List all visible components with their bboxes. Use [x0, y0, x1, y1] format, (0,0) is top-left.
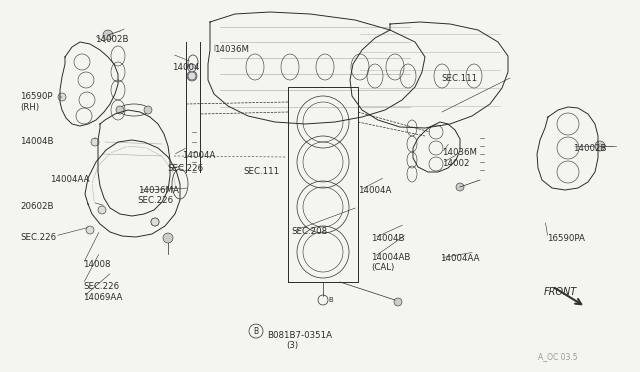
- Text: 20602B: 20602B: [20, 202, 54, 211]
- Text: SEC.111: SEC.111: [243, 167, 279, 176]
- Text: SEC.226: SEC.226: [83, 282, 119, 291]
- Circle shape: [58, 93, 66, 101]
- Text: B: B: [253, 327, 259, 336]
- Text: 16590PA: 16590PA: [547, 234, 585, 243]
- Text: SEC.226: SEC.226: [138, 196, 173, 205]
- Text: 16590P: 16590P: [20, 92, 53, 101]
- Text: FRONT: FRONT: [544, 287, 577, 297]
- Text: (3): (3): [287, 341, 299, 350]
- Text: 14069AA: 14069AA: [83, 293, 123, 302]
- Text: 14004: 14004: [172, 63, 199, 72]
- Text: 14002B: 14002B: [95, 35, 128, 44]
- Text: 14004A: 14004A: [358, 186, 392, 195]
- Text: 14036M: 14036M: [442, 148, 477, 157]
- Circle shape: [116, 106, 124, 114]
- Text: 14036M: 14036M: [214, 45, 250, 54]
- Text: 14004AA: 14004AA: [440, 254, 480, 263]
- Circle shape: [103, 30, 113, 40]
- Circle shape: [188, 72, 196, 80]
- Text: SEC.226: SEC.226: [20, 233, 56, 242]
- Circle shape: [163, 233, 173, 243]
- Text: 14036MA: 14036MA: [138, 186, 179, 195]
- Text: (RH): (RH): [20, 103, 40, 112]
- Text: B081B7-0351A: B081B7-0351A: [268, 331, 333, 340]
- Circle shape: [144, 106, 152, 114]
- Circle shape: [187, 71, 197, 81]
- Circle shape: [456, 183, 464, 191]
- Circle shape: [151, 218, 159, 226]
- Text: 14004B: 14004B: [20, 137, 54, 146]
- Text: 14008: 14008: [83, 260, 111, 269]
- Circle shape: [151, 218, 159, 226]
- Text: 14004B: 14004B: [371, 234, 404, 243]
- Circle shape: [91, 138, 99, 146]
- Text: SEC.111: SEC.111: [442, 74, 477, 83]
- Text: A_OC 03.5: A_OC 03.5: [538, 352, 577, 361]
- Circle shape: [98, 206, 106, 214]
- Circle shape: [188, 64, 196, 72]
- Text: (CAL): (CAL): [371, 263, 394, 272]
- Text: 14004AA: 14004AA: [50, 175, 90, 184]
- Text: SEC.226: SEC.226: [168, 164, 204, 173]
- Text: 14004A: 14004A: [182, 151, 216, 160]
- Text: B: B: [328, 297, 333, 303]
- Text: 14004AB: 14004AB: [371, 253, 411, 262]
- Text: 14002: 14002: [442, 159, 469, 168]
- Circle shape: [86, 226, 94, 234]
- Text: SEC.208: SEC.208: [291, 227, 327, 236]
- Circle shape: [595, 141, 605, 151]
- Circle shape: [394, 298, 402, 306]
- Text: 14002B: 14002B: [573, 144, 606, 153]
